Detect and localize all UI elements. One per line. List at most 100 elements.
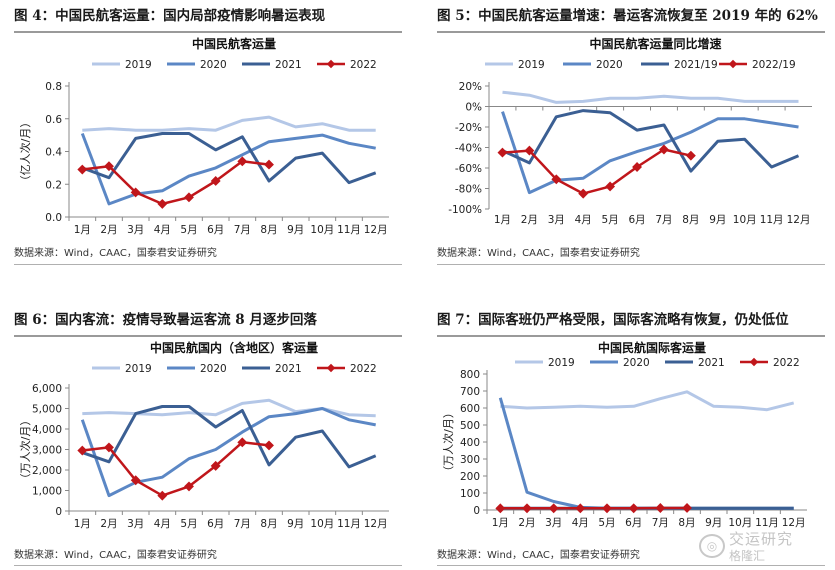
x-tick-label: 9月 bbox=[705, 517, 722, 529]
legend-marker bbox=[326, 59, 336, 69]
legend-label: 2020 bbox=[200, 59, 227, 71]
x-tick-label: 9月 bbox=[287, 518, 304, 530]
y-tick-label: 300 bbox=[460, 454, 480, 466]
y-tick-label: -80% bbox=[455, 184, 482, 196]
legend-item-2020: 2020 bbox=[590, 357, 650, 369]
data-point-marker bbox=[130, 475, 141, 486]
y-tick-label: -40% bbox=[455, 143, 482, 155]
series-line bbox=[82, 160, 270, 206]
series-2019 bbox=[82, 115, 376, 132]
bottom-divider bbox=[14, 565, 402, 566]
legend-item-2019: 2019 bbox=[485, 59, 545, 71]
data-point-marker bbox=[682, 503, 692, 513]
legend-item-2022/19: 2022/19 bbox=[719, 59, 796, 71]
legend-label: 2019 bbox=[125, 59, 152, 71]
legend-label: 2020 bbox=[596, 59, 623, 71]
data-point-marker bbox=[575, 503, 586, 514]
y-tick-label: 700 bbox=[460, 386, 480, 398]
y-tick-label: 0.8 bbox=[45, 81, 62, 93]
series-2021/19 bbox=[501, 109, 800, 173]
figure-6-panel: 图 6：国内客流：疫情导致暑运客流 8 月逐步回落 中国民航国内（含地区）客运量… bbox=[14, 310, 402, 570]
x-tick-label: 8月 bbox=[682, 214, 699, 226]
chart-title: 中国民航国际客运量 bbox=[598, 340, 706, 355]
data-source: 数据来源：Wind，CAAC，国泰君安证券研究 bbox=[14, 248, 217, 259]
x-tick-label: 1月 bbox=[74, 224, 91, 236]
legend-label: 2021 bbox=[275, 59, 302, 71]
x-tick-label: 4月 bbox=[572, 517, 589, 529]
watermark-account: 交运研究 bbox=[729, 530, 794, 548]
series-2020 bbox=[80, 132, 376, 206]
series-2022 bbox=[77, 437, 274, 501]
legend-label: 2019 bbox=[518, 59, 545, 71]
legend-item-2019: 2019 bbox=[515, 357, 575, 369]
legend-label: 2022/19 bbox=[752, 59, 796, 71]
y-tick-label: 0 bbox=[55, 506, 62, 518]
data-point-marker bbox=[628, 503, 639, 514]
figure-title: 图 7：国际客班仍严格受限，国际客流略有恢复，仍处低位 bbox=[437, 312, 789, 328]
y-tick-label: 500 bbox=[460, 420, 480, 432]
data-point-marker bbox=[685, 150, 696, 161]
x-tick-label: 11月 bbox=[755, 517, 779, 529]
series-line bbox=[501, 111, 799, 195]
x-tick-label: 7月 bbox=[652, 517, 669, 529]
x-tick-label: 8月 bbox=[260, 224, 277, 236]
x-tick-label: 12月 bbox=[782, 517, 806, 529]
data-point-marker bbox=[157, 490, 168, 501]
y-tick-label: 200 bbox=[460, 471, 480, 483]
x-tick-label: 7月 bbox=[655, 214, 672, 226]
legend-marker bbox=[749, 357, 759, 367]
figure-title: 图 6：国内客流：疫情导致暑运客流 8 月逐步回落 bbox=[14, 312, 317, 328]
series-2020 bbox=[498, 397, 794, 510]
x-tick-label: 1月 bbox=[74, 518, 91, 530]
x-tick-label: 4月 bbox=[154, 518, 171, 530]
x-tick-label: 3月 bbox=[127, 224, 144, 236]
data-point-marker bbox=[157, 198, 168, 209]
x-tick-label: 5月 bbox=[602, 214, 619, 226]
x-tick-label: 4月 bbox=[154, 224, 171, 236]
legend-label: 2021/19 bbox=[674, 59, 718, 71]
x-tick-label: 7月 bbox=[234, 518, 251, 530]
title-divider bbox=[437, 31, 825, 33]
x-tick-label: 10月 bbox=[733, 214, 757, 226]
data-point-marker bbox=[495, 503, 506, 514]
y-tick-label: 2,000 bbox=[32, 465, 62, 477]
y-tick-label: 3,000 bbox=[32, 445, 62, 457]
x-tick-label: 2月 bbox=[100, 224, 117, 236]
legend-label: 2021 bbox=[698, 357, 725, 369]
figure-title: 图 4：中国民航客运量：国内局部疫情影响暑运表现 bbox=[14, 8, 326, 24]
x-tick-label: 9月 bbox=[287, 224, 304, 236]
chart-title: 中国民航国内（含地区）客运量 bbox=[150, 340, 318, 355]
wechat-icon: ◎ bbox=[699, 534, 725, 558]
data-point-marker bbox=[210, 176, 221, 186]
data-point-marker bbox=[77, 164, 88, 175]
y-tick-label: 0.2 bbox=[45, 179, 62, 191]
bottom-divider bbox=[14, 264, 402, 265]
y-axis-label: （万人次/月） bbox=[18, 415, 32, 485]
watermark: ◎ 交运研究 格隆汇 bbox=[699, 528, 829, 564]
series-line bbox=[82, 441, 270, 497]
yoy-growth-chart: 中国民航客运量同比增速 2019 2020 2021/19 2022/19 20% 0% -2… bbox=[448, 36, 812, 226]
y-tick-label: 400 bbox=[460, 437, 480, 449]
x-tick-label: 3月 bbox=[127, 518, 144, 530]
data-point-marker bbox=[184, 481, 194, 492]
bottom-divider bbox=[437, 264, 825, 265]
legend-label: 2020 bbox=[200, 363, 227, 375]
series-line bbox=[80, 132, 376, 206]
x-tick-label: 8月 bbox=[678, 517, 695, 529]
x-tick-label: 12月 bbox=[787, 214, 811, 226]
x-tick-label: 1月 bbox=[492, 517, 509, 529]
data-point-marker bbox=[77, 445, 88, 456]
y-tick-label: -60% bbox=[455, 163, 482, 175]
x-tick-label: 2月 bbox=[521, 214, 538, 226]
y-tick-label: 600 bbox=[460, 403, 480, 415]
x-tick-label: 5月 bbox=[598, 517, 615, 529]
series-2019 bbox=[500, 390, 795, 412]
title-divider bbox=[14, 335, 402, 337]
y-tick-label: 0 bbox=[473, 505, 480, 517]
series-line bbox=[502, 148, 692, 195]
data-source: 数据来源：Wind，CAAC，国泰君安证券研究 bbox=[437, 550, 640, 561]
series-line bbox=[82, 115, 376, 132]
legend-label: 2022 bbox=[773, 357, 800, 369]
legend-item-2020: 2020 bbox=[167, 59, 227, 71]
x-tick-label: 11月 bbox=[337, 518, 361, 530]
